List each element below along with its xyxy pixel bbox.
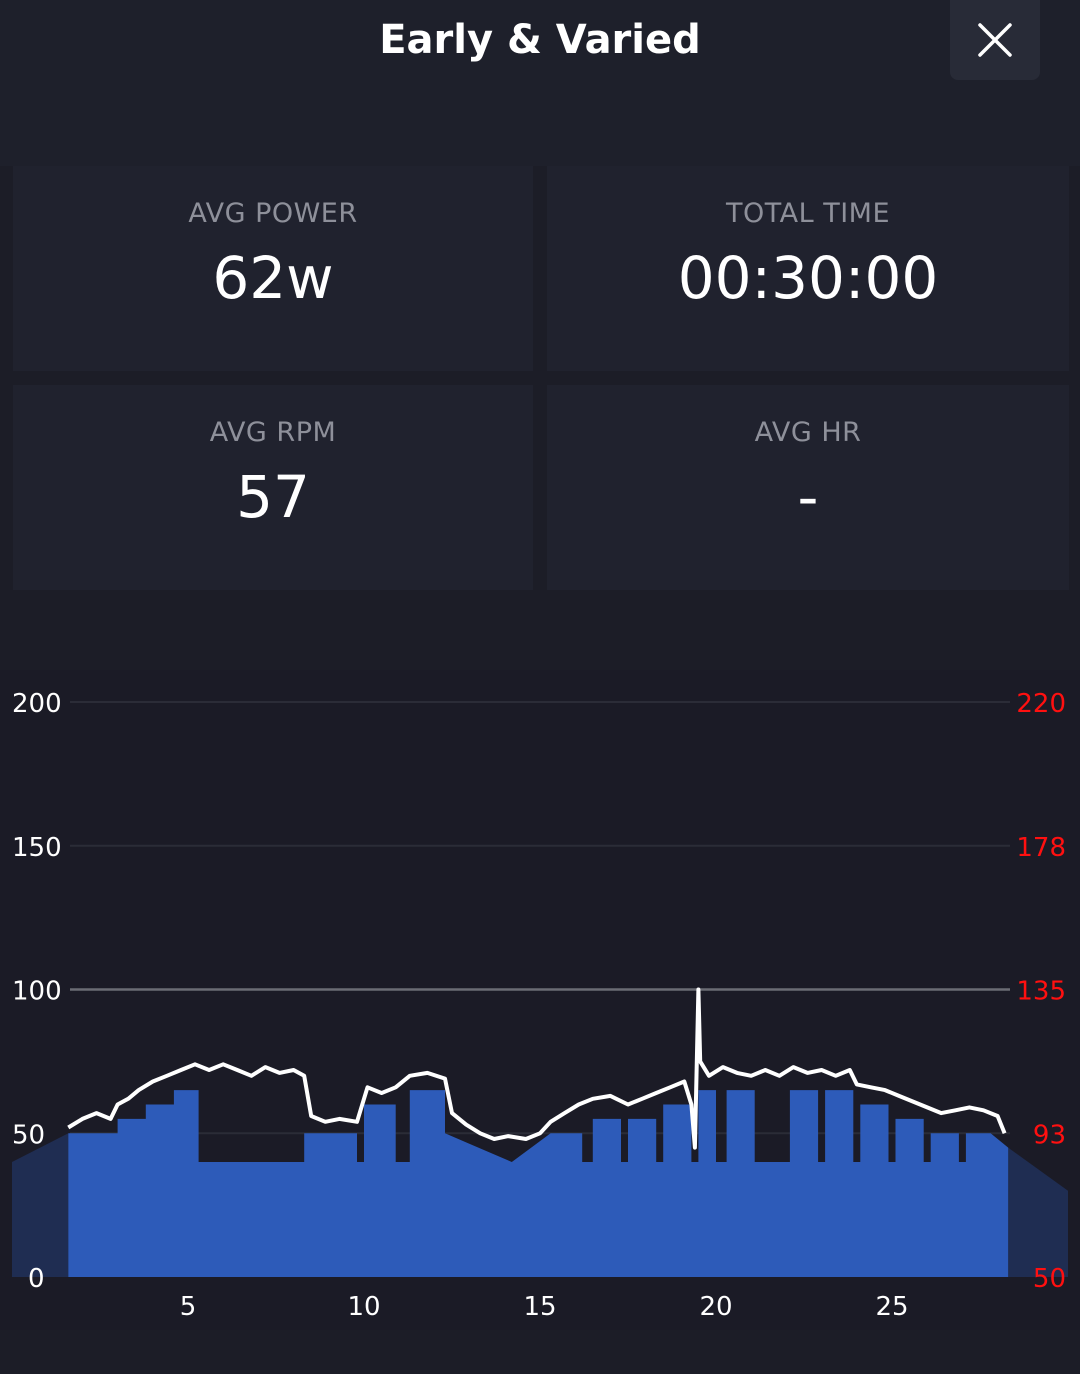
target-cooldown-area (1008, 1147, 1068, 1277)
right-axis-tick: 135 (1016, 977, 1066, 1007)
left-axis-tick: 100 (12, 977, 62, 1007)
total-time-card: TOTAL TIME 00:30:00 (547, 166, 1069, 371)
avg-hr-label: AVG HR (754, 417, 862, 448)
workout-title: Early & Varied (379, 17, 701, 63)
avg-power-value: 62w (212, 244, 334, 312)
left-axis-tick: 150 (12, 833, 62, 863)
x-axis-tick: 15 (523, 1292, 556, 1322)
right-axis-tick: 50 (1033, 1264, 1066, 1294)
avg-rpm-label: AVG RPM (209, 417, 337, 448)
avg-rpm-card: AVG RPM 57 (13, 385, 533, 590)
target-lead-in-area (12, 1133, 69, 1277)
close-icon (978, 23, 1012, 57)
avg-hr-value: - (797, 463, 819, 531)
x-axis-tick: 25 (875, 1292, 908, 1322)
power-line (67, 987, 1007, 1150)
right-axis-tick: 178 (1016, 833, 1066, 863)
header: Early & Varied (0, 0, 1080, 166)
left-axis-tick: 0 (28, 1264, 45, 1294)
total-time-value: 00:30:00 (677, 244, 939, 312)
right-axis-tick: 220 (1016, 689, 1066, 719)
x-axis-tick: 20 (699, 1292, 732, 1322)
avg-rpm-value: 57 (236, 463, 310, 531)
total-time-label: TOTAL TIME (725, 198, 891, 229)
target-power-area (68, 1090, 1009, 1277)
avg-power-label: AVG POWER (188, 198, 358, 229)
left-axis-tick: 50 (12, 1120, 45, 1150)
x-axis-tick: 10 (347, 1292, 380, 1322)
left-axis-tick: 200 (12, 689, 62, 719)
power-chart-svg: 0 50 100 150 200 50 93 135 178 220 5 10 15 20 25 (12, 689, 1068, 1322)
x-axis-tick: 5 (180, 1292, 197, 1322)
workout-chart: 0 50 100 150 200 50 93 135 178 220 5 10 15 20 25 (0, 670, 1080, 1330)
avg-power-card: AVG POWER 62w (13, 166, 533, 371)
avg-hr-card: AVG HR - (547, 385, 1069, 590)
close-button[interactable] (950, 0, 1040, 80)
right-axis-tick: 93 (1033, 1120, 1066, 1150)
